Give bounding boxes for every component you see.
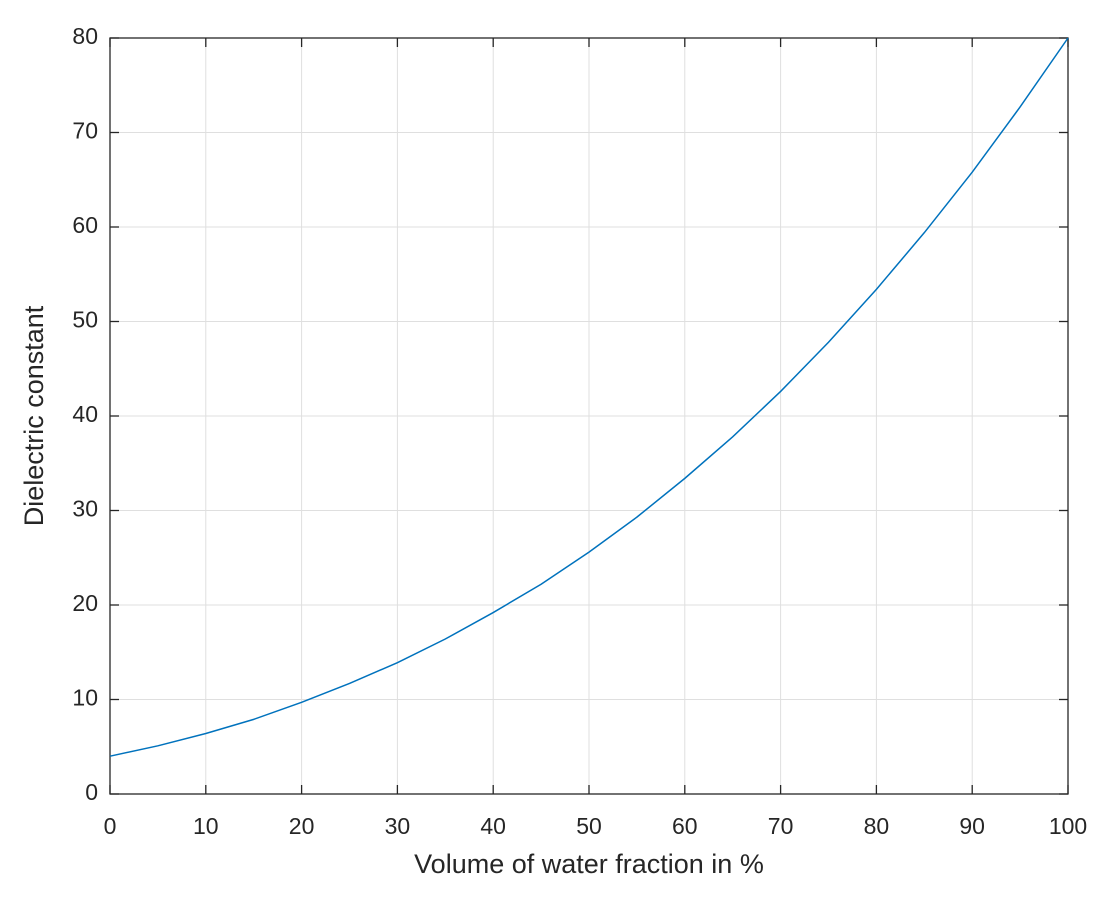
data-line <box>109 37 1069 757</box>
y-tick-label: 30 <box>72 496 98 522</box>
x-tick-label: 60 <box>672 813 698 839</box>
y-tick-label: 10 <box>72 685 98 711</box>
x-axis-label: Volume of water fraction in % <box>414 849 764 879</box>
y-tick-label: 70 <box>72 118 98 144</box>
x-tick-label: 90 <box>959 813 985 839</box>
x-tick-label: 0 <box>104 813 117 839</box>
x-tick-label: 70 <box>768 813 794 839</box>
x-tick-label: 100 <box>1049 813 1087 839</box>
y-tick-label: 0 <box>85 779 98 805</box>
plot-frame <box>109 37 1069 795</box>
x-tick-label: 80 <box>864 813 890 839</box>
x-tick-label: 20 <box>289 813 315 839</box>
y-tick-label: 50 <box>72 307 98 333</box>
x-tick-label: 40 <box>480 813 506 839</box>
x-tick-label: 10 <box>193 813 219 839</box>
y-tick-label: 40 <box>72 401 98 427</box>
y-tick-label: 60 <box>72 212 98 238</box>
x-tick-label: 30 <box>385 813 411 839</box>
y-axis-label: Dielectric constant <box>19 305 49 526</box>
y-tick-label: 80 <box>72 23 98 49</box>
y-tick-label: 20 <box>72 590 98 616</box>
x-tick-label: 50 <box>576 813 602 839</box>
